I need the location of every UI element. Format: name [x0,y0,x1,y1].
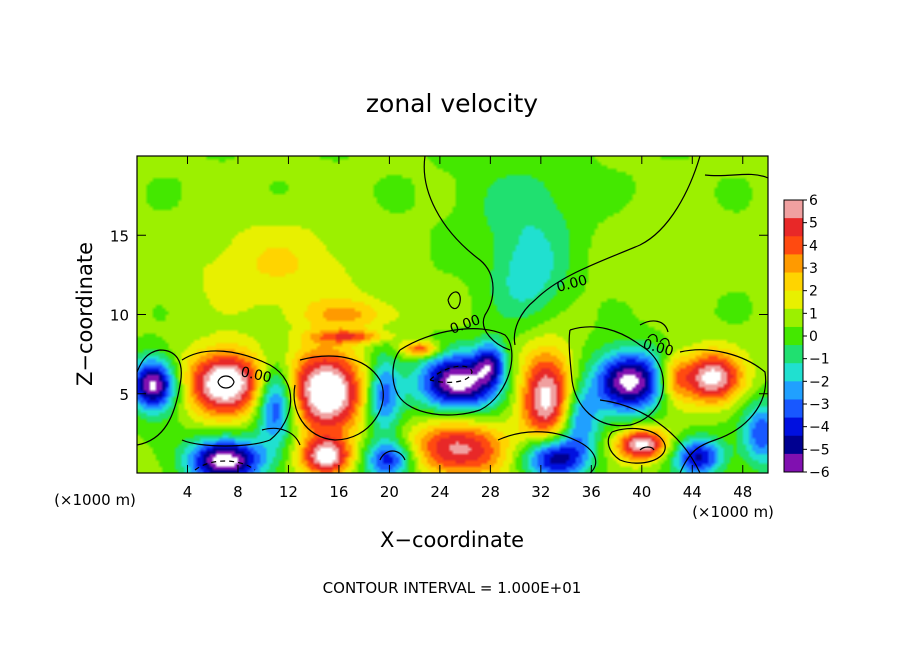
contour-interval-footer: CONTOUR INTERVAL = 1.000E+01 [323,579,582,597]
colorbar-swatch [784,381,803,400]
zero-contour-line [293,355,384,441]
x-axis: 4 8 12 16 20 24 28 32 36 40 44 48 [183,156,752,501]
zero-contour-line [181,350,292,447]
zero-contour-line [659,337,670,347]
zero-contour-line [607,427,666,464]
plot-area: 0.00 0.00 0.00 0.00 [136,155,769,474]
zero-contours [137,156,768,473]
colorbar-tick-label: 5 [809,216,818,232]
zero-contour-line [379,450,406,461]
colorbar-tick-label: −4 [809,420,830,436]
colorbar-swatch [784,236,803,255]
y-axis-label: Z−coordinate [73,242,97,386]
colorbar-swatch [784,399,803,419]
zero-contour-line [137,349,182,446]
positive-contour-line [217,375,235,389]
zero-contour-line [392,328,513,416]
colorbar-tick-label: 0 [809,329,818,345]
colorbar-swatch [784,308,803,328]
zero-contour-line [704,173,768,179]
y-tick-label: 5 [119,386,129,404]
colorbar-swatch [784,363,803,382]
zero-contour-line [497,431,597,473]
colorbar-swatch [784,326,803,346]
colorbar-swatch [784,200,803,219]
colorbar-tick-label: −3 [809,397,830,413]
x-tick-label: 12 [279,483,298,501]
zero-contour-line [423,156,511,351]
colorbar-swatch [784,272,803,292]
heatmap-field [137,156,768,473]
colorbar-tick-label: 4 [809,238,818,254]
y-tick-label: 15 [110,227,129,245]
x-tick-label: 20 [380,483,399,501]
x-tick-label: 4 [183,483,193,501]
colorbar-tick-labels: 6 5 4 3 2 1 0 −1 −2 −3 −4 −5 −6 [803,193,830,481]
y-tick-label: 10 [110,307,129,325]
zero-contour-line [599,399,701,473]
contour-label: 0.00 [555,272,589,296]
colorbar-tick-label: −6 [809,465,830,481]
y-axis: 5 10 15 [110,227,768,404]
x-tick-label: 44 [683,483,702,501]
colorbar-tick-label: −2 [809,374,830,390]
zero-contour-line [568,326,664,427]
colorbar-swatch [784,254,803,274]
colorbar-swatch [784,218,803,237]
colorbar-swatch [784,290,803,310]
colorbar-tick-label: 3 [809,261,818,277]
colorbar-swatch [784,435,803,455]
colorbar-tick-label: 6 [809,193,818,209]
colorbar-tick-label: −1 [809,352,830,368]
negative-contour-line [429,365,473,383]
x-tick-label: 28 [481,483,500,501]
colorbar-tick-label: 2 [809,284,818,300]
colorbar-swatch [784,453,803,473]
x-tick-label: 16 [329,483,348,501]
positive-contour-line [639,446,655,451]
negative-contour-line [194,460,256,471]
x-tick-label: 40 [632,483,651,501]
x-tick-label: 36 [582,483,601,501]
x-tick-label: 32 [531,483,550,501]
colorbar-swatch [784,417,803,437]
x-axis-label: X−coordinate [380,528,524,552]
colorbar [783,199,804,473]
colorbar-tick-label: 1 [809,306,818,322]
zero-contour-line [261,427,301,446]
contour-label: 0.00 [641,336,675,360]
zero-contour-line [639,320,669,333]
x-unit-right: (×1000 m) [692,503,774,521]
contour-label: 0.00 [239,364,273,386]
zero-contour-line [513,156,701,346]
chart-title: zonal velocity [366,89,538,118]
x-tick-label: 24 [430,483,449,501]
zero-contour-line [447,291,461,310]
x-tick-label: 8 [233,483,243,501]
colorbar-swatch [784,345,803,364]
zero-contour-line [679,349,767,473]
colorbar-tick-label: −5 [809,442,830,458]
x-unit-left: (×1000 m) [54,491,136,509]
x-tick-label: 48 [733,483,752,501]
zero-contour-line [647,333,658,343]
